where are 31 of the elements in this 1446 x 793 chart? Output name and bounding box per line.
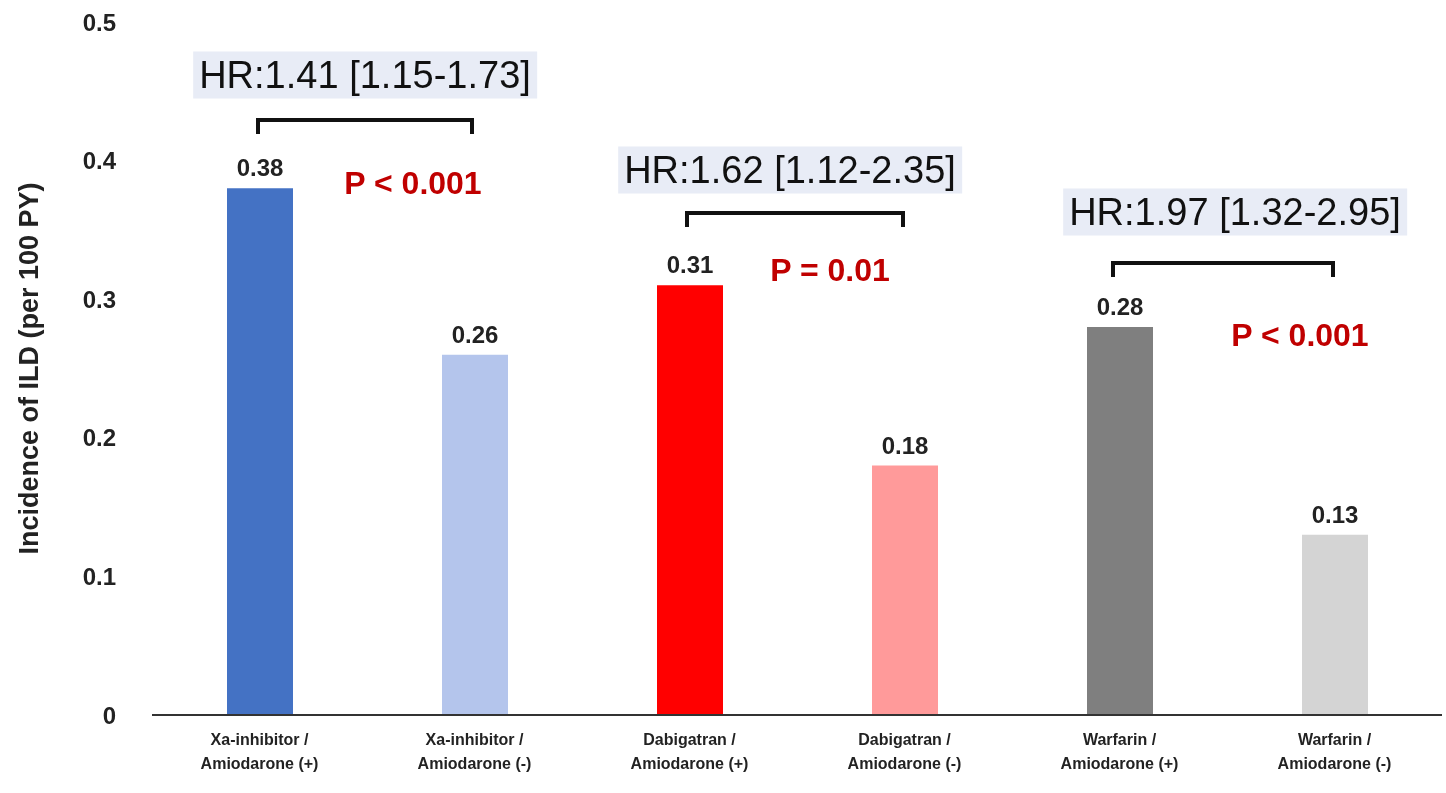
y-tick-label: 0.3 bbox=[82, 285, 116, 313]
data-label: 0.28 bbox=[1096, 292, 1144, 320]
annotation: P < 0.001 bbox=[1231, 316, 1369, 354]
annotation: HR:1.62 [1.12-2.35] bbox=[618, 146, 962, 194]
bar bbox=[657, 285, 723, 715]
bar bbox=[442, 354, 508, 715]
bar bbox=[872, 465, 938, 715]
x-tick-label: Xa-inhibitor / Amiodarone (-) bbox=[417, 731, 532, 772]
y-tick-label: 0.5 bbox=[82, 8, 116, 36]
data-label: 0.18 bbox=[881, 431, 929, 459]
x-tick-label: Dabigatran / Amiodarone (-) bbox=[847, 731, 962, 772]
data-label: 0.13 bbox=[1311, 500, 1359, 528]
data-label: 0.31 bbox=[666, 251, 714, 279]
x-tick-label: Dabigatran / Amiodarone (+) bbox=[630, 731, 749, 772]
y-tick-label: 0.2 bbox=[82, 424, 116, 452]
x-tick-label: Xa-inhibitor / Amiodarone (+) bbox=[200, 731, 319, 772]
bar bbox=[227, 188, 293, 715]
x-tick-label: Warfarin / Amiodarone (+) bbox=[1060, 731, 1179, 772]
annotation: HR:1.41 [1.15-1.73] bbox=[193, 51, 537, 99]
data-label: 0.38 bbox=[236, 154, 284, 182]
bar bbox=[1302, 534, 1368, 715]
annotation: P < 0.001 bbox=[344, 164, 482, 202]
y-axis-title: Incidence of ILD (per 100 PY) bbox=[13, 182, 44, 555]
y-tick-label: 0.1 bbox=[82, 562, 116, 590]
annotation: HR:1.97 [1.32-2.95] bbox=[1063, 188, 1407, 236]
annotation: P = 0.01 bbox=[770, 251, 890, 289]
y-tick-label: 0 bbox=[102, 701, 116, 729]
x-tick-label: Warfarin / Amiodarone (-) bbox=[1277, 731, 1392, 772]
data-label: 0.26 bbox=[451, 320, 499, 348]
y-tick-label: 0.4 bbox=[82, 147, 117, 175]
bar bbox=[1087, 326, 1153, 715]
